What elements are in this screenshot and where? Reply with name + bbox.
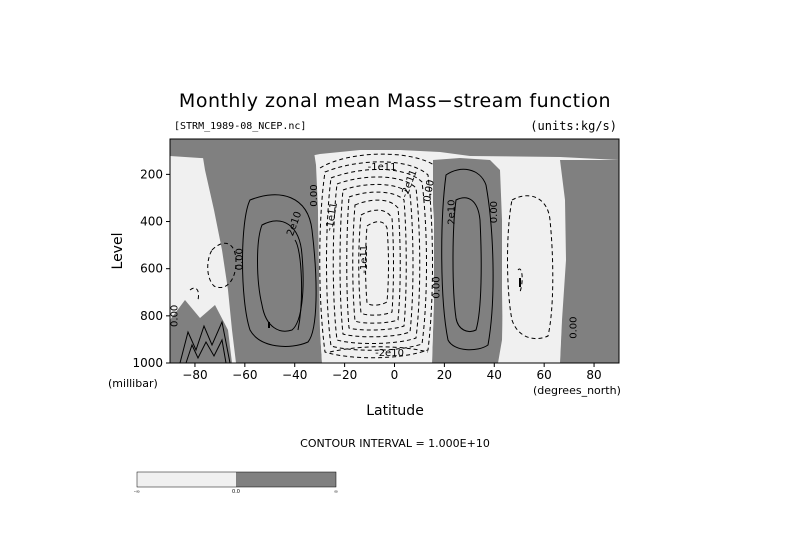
x-axis-label: Latitude: [366, 403, 424, 419]
colorbar-positive-swatch: [236, 472, 336, 487]
contour-hadley-5: [346, 191, 407, 331]
y-tick-label: 1000: [132, 356, 163, 370]
contour-label: 2e10: [446, 199, 457, 224]
north-neg-marker: [519, 278, 521, 287]
contour-south-2: [257, 220, 304, 332]
x-tick-label: 0: [391, 368, 399, 382]
colorbar: -∞ 0.0 ∞: [134, 471, 338, 495]
plot-area: 0.000.002e100.00-1e11-1e11-1e110.00-2e11…: [169, 139, 619, 363]
contour-west-small-2: [189, 287, 199, 301]
y-axis-ticks: 200 400 600 800 1000: [132, 167, 170, 370]
y-tick-label: 400: [140, 215, 163, 229]
y-tick-label: 200: [140, 167, 163, 181]
contour-north-neg-1: [507, 195, 554, 340]
x-axis-ticks: −80 −60 −40 −20 0 20 40 60 80: [182, 363, 602, 382]
contour-label: -1e11: [359, 245, 370, 274]
x-tick-label: 60: [537, 368, 552, 382]
contour-north-neg-2: [517, 268, 523, 293]
contour-label: 0.00: [431, 276, 442, 298]
contour-label: -1e11: [324, 202, 340, 232]
contour-hadley-3: [332, 176, 421, 345]
colorbar-label-max: ∞: [334, 489, 338, 495]
chart-title: Monthly zonal mean Mass−stream function: [179, 90, 611, 112]
negative-cell-north: [502, 168, 563, 362]
contour-hadley-8: [365, 221, 389, 306]
positive-cell-south: [200, 139, 322, 363]
south-pos-marker: [268, 322, 270, 328]
contour-label: 0.00: [489, 201, 500, 223]
x-tick-label: 80: [586, 368, 601, 382]
contour-label: 0.00: [169, 305, 180, 327]
contour-hadley-6: [352, 199, 401, 324]
positive-contours: [179, 168, 494, 363]
contour-label: -2e10: [375, 348, 404, 359]
contour-hadley-top-outer: [319, 153, 435, 169]
file-label: [STRM_1989-08_NCEP.nc]: [174, 121, 306, 132]
contour-label: 0.00: [234, 248, 245, 270]
contour-hadley-1: [319, 161, 433, 359]
contour-south-3: [294, 239, 303, 331]
positive-region-north: [560, 160, 619, 363]
contour-north-1: [441, 168, 494, 351]
contour-hadley-2: [326, 169, 427, 351]
negative-contours: [189, 153, 554, 359]
x-tick-label: −80: [182, 368, 207, 382]
contour-hadley-bottom: [329, 346, 429, 353]
x-tick-label: −60: [232, 368, 257, 382]
contour-label: 0.00: [422, 179, 437, 203]
positive-region-southwest: [170, 300, 232, 363]
y-axis-label: Level: [110, 233, 126, 270]
x-tick-label: −20: [332, 368, 357, 382]
colorbar-frame: [136, 471, 337, 488]
positive-cell-north: [432, 158, 503, 363]
x-tick-label: 20: [437, 368, 452, 382]
y-tick-label: 600: [140, 262, 163, 276]
contour-label: 0.00: [309, 184, 320, 206]
contour-north-2: [452, 197, 482, 332]
x-tick-label: 40: [487, 368, 502, 382]
y-tick-label: 800: [140, 309, 163, 323]
colorbar-label-min: -∞: [134, 489, 140, 495]
contour-interval-label: CONTOUR INTERVAL = 1.000E+10: [300, 437, 490, 450]
contour-south-1: [242, 194, 317, 347]
contour-label: 0.00: [569, 316, 580, 338]
contour-hadley-7: [358, 209, 394, 316]
units-label: (units:kg/s): [530, 119, 617, 133]
contour-southwest-2: [185, 338, 227, 363]
x-tick-label: −40: [282, 368, 307, 382]
y-unit-label: (millibar): [108, 377, 158, 390]
contour-label: -1e11: [368, 162, 397, 173]
x-unit-label: (degrees_north): [533, 384, 621, 397]
colorbar-label-mid: 0.0: [232, 489, 240, 495]
colorbar-negative-swatch: [137, 472, 236, 487]
contour-southwest-1: [179, 320, 231, 363]
contour-labels: 0.000.002e100.00-1e11-1e11-1e110.00-2e11…: [169, 162, 580, 359]
